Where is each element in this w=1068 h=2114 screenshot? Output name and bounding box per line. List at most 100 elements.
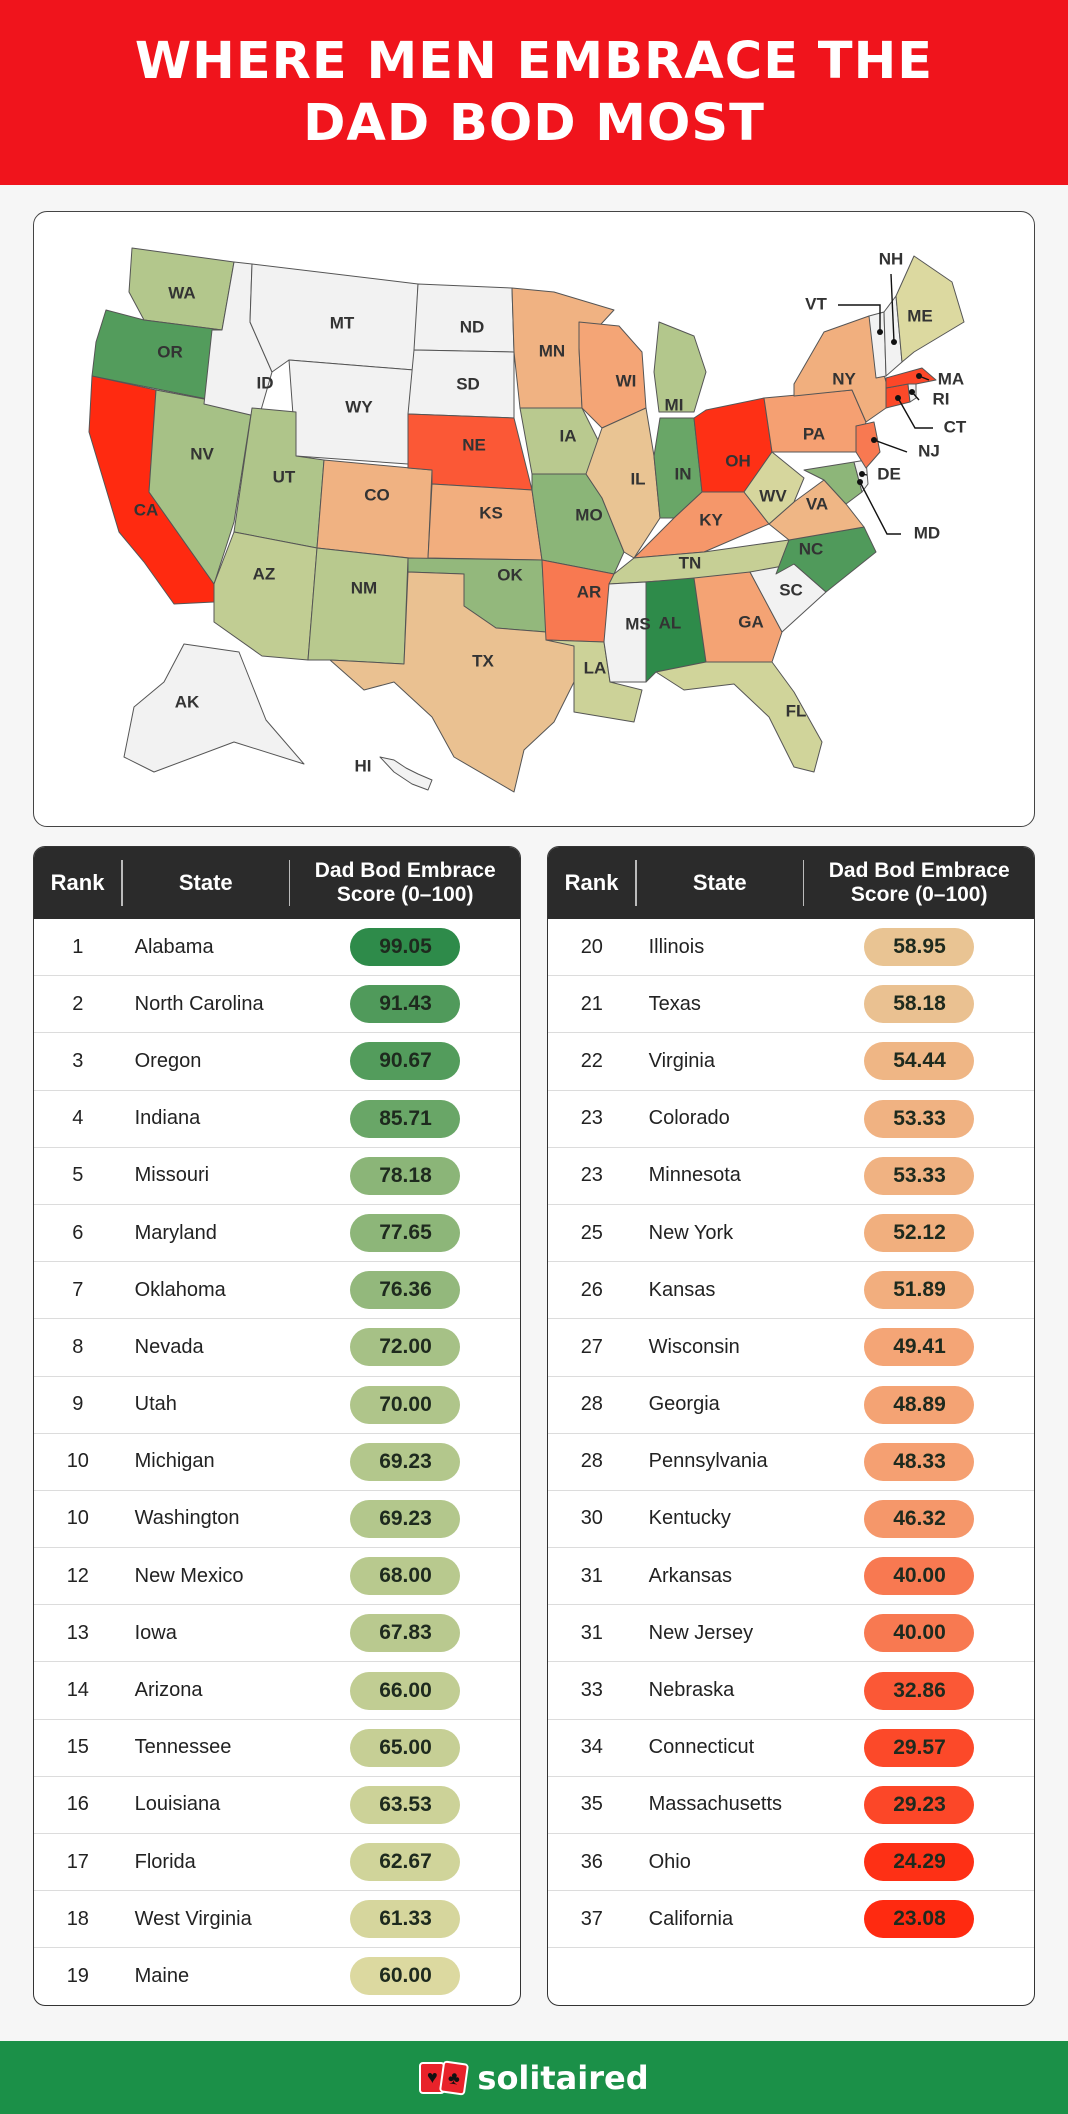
- state-label-ri: RI: [933, 389, 950, 408]
- state-cell: Nevada: [134, 1335, 204, 1358]
- state-shape-tx: [329, 571, 575, 793]
- score-pill: 60.00: [350, 1957, 461, 1996]
- col-score-header: Dad Bod Embrace Score (0–100): [804, 859, 1034, 907]
- state-label-sc: SC: [779, 580, 803, 599]
- table-row: 26 Kansas 51.89: [548, 1262, 1034, 1320]
- score-pill: 99.05: [350, 928, 461, 967]
- score-cell: 91.43: [291, 985, 520, 1024]
- state-label-ne: NE: [462, 435, 486, 454]
- rank-cell: 18: [66, 1907, 89, 1930]
- state-label-nh: NH: [879, 249, 904, 268]
- state-shape-fl: [655, 661, 823, 773]
- header-divider: [288, 860, 291, 906]
- state-shape-ak: [123, 643, 305, 773]
- table-row: 31 New Jersey 40.00: [548, 1605, 1034, 1663]
- state-cell: Alabama: [134, 935, 214, 958]
- score-cell: 61.33: [291, 1900, 520, 1939]
- table-row: 14 Arizona 66.00: [34, 1662, 520, 1720]
- state-label-de: DE: [877, 464, 901, 483]
- rank-cell: 23: [580, 1164, 603, 1187]
- col-state-header: State: [178, 870, 233, 895]
- state-cell: Oklahoma: [134, 1278, 226, 1301]
- state-label-ut: UT: [273, 467, 296, 486]
- rank-cell: 31: [580, 1564, 603, 1587]
- score-cell: 40.00: [805, 1557, 1034, 1596]
- table-row: 3 Oregon 90.67: [34, 1033, 520, 1091]
- callout-line-ct: [897, 397, 933, 429]
- state-cell: New Mexico: [134, 1564, 244, 1587]
- brand-logo-text: solitaired: [477, 2058, 649, 2097]
- score-cell: 70.00: [291, 1385, 520, 1424]
- score-pill: 51.89: [864, 1271, 975, 1310]
- callout-dot-ri: [909, 389, 915, 395]
- state-cell: West Virginia: [134, 1907, 252, 1930]
- score-pill: 48.33: [864, 1442, 975, 1481]
- state-label-ca: CA: [134, 500, 159, 519]
- score-cell: 68.00: [291, 1557, 520, 1596]
- table-row: 28 Pennsylvania 48.33: [548, 1434, 1034, 1491]
- ranking-table-right: Rank State Dad Bod Embrace Score (0–100)…: [547, 846, 1035, 2006]
- score-cell: 29.23: [805, 1785, 1034, 1824]
- score-pill: 24.29: [864, 1843, 975, 1882]
- rank-cell: 1: [72, 935, 84, 958]
- score-cell: 48.33: [805, 1442, 1034, 1481]
- rank-cell: 15: [66, 1736, 89, 1759]
- score-pill: 85.71: [350, 1099, 461, 1138]
- table-body-left: 1 Alabama 99.05 2 North Carolina 91.43 3 Oregon…: [34, 919, 520, 2005]
- rank-cell: 28: [580, 1393, 603, 1416]
- score-pill: 68.00: [350, 1557, 461, 1596]
- score-cell: 69.23: [291, 1499, 520, 1538]
- score-pill: 53.33: [864, 1156, 975, 1195]
- rank-cell: 10: [66, 1507, 89, 1530]
- score-cell: 76.36: [291, 1271, 520, 1310]
- header-divider: [121, 860, 123, 906]
- state-label-va: VA: [806, 494, 828, 513]
- callout-line-vt: [838, 304, 881, 332]
- score-cell: 53.33: [805, 1099, 1034, 1138]
- state-label-nm: NM: [351, 578, 377, 597]
- rank-cell: 14: [66, 1679, 89, 1702]
- state-shape-nm: [307, 547, 409, 665]
- state-label-me: ME: [907, 306, 933, 325]
- state-shape-ms: [603, 581, 647, 683]
- state-cell: Maine: [134, 1964, 190, 1987]
- state-cell: Washington: [134, 1507, 240, 1530]
- state-label-wa: WA: [168, 283, 195, 302]
- rank-cell: 31: [580, 1621, 603, 1644]
- rank-cell: 25: [580, 1221, 603, 1244]
- table-row: 23 Minnesota 53.33: [548, 1148, 1034, 1205]
- state-label-ky: KY: [699, 510, 723, 529]
- state-shape-nj: [855, 421, 881, 469]
- score-cell: 58.18: [805, 985, 1034, 1024]
- score-pill: 67.83: [350, 1614, 461, 1653]
- state-cell: Ohio: [648, 1850, 691, 1873]
- score-cell: 85.71: [291, 1099, 520, 1138]
- state-cell: Wisconsin: [648, 1335, 740, 1358]
- ranking-table-left: Rank State Dad Bod Embrace Score (0–100)…: [33, 846, 521, 2006]
- score-pill: 46.32: [864, 1499, 975, 1538]
- state-cell: Florida: [134, 1850, 196, 1873]
- state-cell: New York: [648, 1221, 734, 1244]
- col-score-header-line-1: Dad Bod Embrace: [828, 859, 1010, 882]
- state-label-nd: ND: [460, 317, 485, 336]
- score-cell: 51.89: [805, 1271, 1034, 1310]
- state-label-la: LA: [584, 658, 607, 677]
- table-row: 5 Missouri 78.18: [34, 1148, 520, 1205]
- state-label-hi: HI: [355, 756, 372, 775]
- rank-cell: 20: [580, 935, 603, 958]
- header-divider: [802, 860, 805, 906]
- score-pill: 78.18: [350, 1156, 461, 1195]
- state-label-or: OR: [157, 342, 183, 361]
- state-label-az: AZ: [253, 564, 276, 583]
- state-cell: Arizona: [134, 1679, 203, 1702]
- callout-line-md: [859, 481, 901, 535]
- state-cell: Pennsylvania: [648, 1450, 768, 1473]
- state-cell: Kansas: [648, 1278, 716, 1301]
- score-cell: 46.32: [805, 1499, 1034, 1538]
- callout-dot-nh: [891, 339, 897, 345]
- score-pill: 53.33: [864, 1099, 975, 1138]
- table-row: 31 Arkansas 40.00: [548, 1548, 1034, 1606]
- table-row: 36 Ohio 24.29: [548, 1834, 1034, 1892]
- state-cell: Missouri: [134, 1164, 210, 1187]
- table-row: 10 Michigan 69.23: [34, 1434, 520, 1491]
